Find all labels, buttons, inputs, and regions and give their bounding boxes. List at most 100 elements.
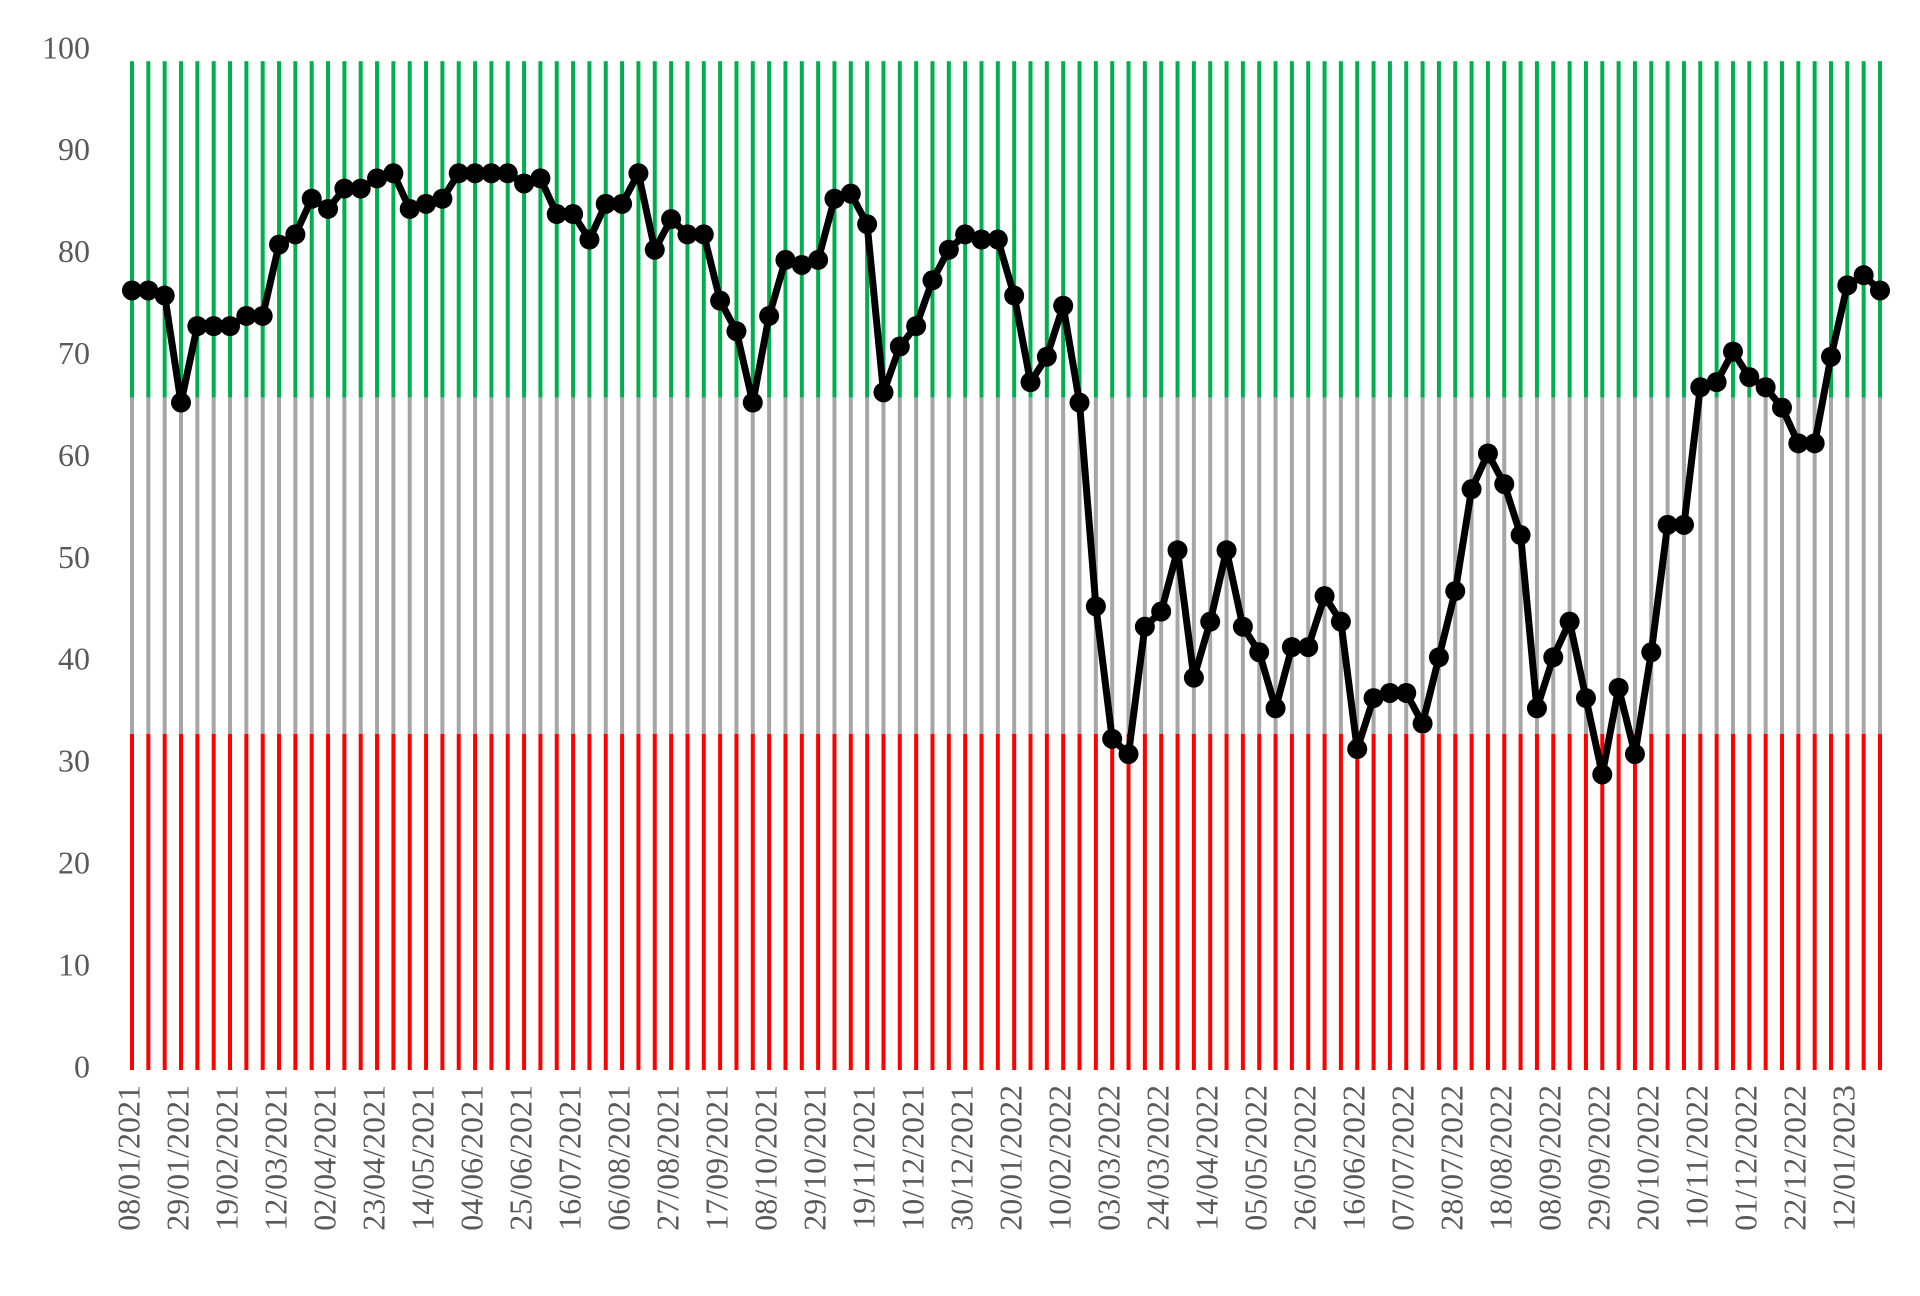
data-point bbox=[203, 316, 224, 337]
band-stripe bbox=[1306, 397, 1311, 734]
x-tick-label: 05/05/2022 bbox=[1238, 1085, 1274, 1231]
band-stripe bbox=[571, 733, 576, 1070]
band-stripe bbox=[1436, 397, 1441, 734]
y-tick-label: 70 bbox=[58, 335, 90, 371]
band-stripe bbox=[1355, 61, 1360, 398]
band-stripe bbox=[1861, 61, 1866, 398]
data-point bbox=[726, 321, 747, 342]
band-stripe bbox=[1175, 61, 1180, 398]
band-stripe bbox=[571, 61, 576, 398]
band-stripe bbox=[1681, 733, 1686, 1070]
band-stripe bbox=[375, 61, 380, 398]
data-point bbox=[1837, 275, 1858, 296]
band-stripe bbox=[1142, 397, 1147, 734]
band-stripe bbox=[1878, 61, 1882, 398]
band-stripe bbox=[1191, 61, 1196, 398]
x-tick-label: 03/03/2022 bbox=[1091, 1085, 1127, 1231]
band-stripe bbox=[1747, 61, 1752, 398]
band-stripe bbox=[718, 733, 723, 1070]
band-stripe bbox=[1747, 733, 1752, 1070]
band-stripe bbox=[979, 397, 984, 734]
band-stripe bbox=[1012, 61, 1017, 398]
band-stripe bbox=[652, 61, 657, 398]
band-stripe bbox=[1289, 397, 1294, 734]
data-point bbox=[334, 178, 355, 199]
band-stripe bbox=[963, 733, 968, 1070]
data-point bbox=[742, 392, 763, 413]
x-tick-label: 16/07/2021 bbox=[551, 1085, 587, 1231]
x-tick-label: 23/04/2021 bbox=[355, 1085, 391, 1231]
band-stripe bbox=[1567, 397, 1572, 734]
band-stripe bbox=[440, 733, 445, 1070]
data-point bbox=[595, 193, 616, 214]
x-tick-label: 20/01/2022 bbox=[993, 1085, 1029, 1231]
band-stripe bbox=[1322, 397, 1327, 734]
band-stripe bbox=[522, 733, 527, 1070]
data-point bbox=[1347, 739, 1368, 760]
band-stripe bbox=[816, 61, 821, 398]
band-stripe bbox=[636, 733, 641, 1070]
band-stripe bbox=[1779, 397, 1784, 734]
band-stripe bbox=[326, 397, 331, 734]
band-stripe bbox=[1469, 61, 1474, 398]
data-point bbox=[1804, 433, 1825, 454]
data-point bbox=[1510, 525, 1531, 546]
data-point bbox=[1330, 611, 1351, 632]
band-stripe bbox=[1551, 397, 1556, 734]
x-tick-label: 10/11/2022 bbox=[1679, 1085, 1715, 1230]
band-stripe bbox=[832, 733, 837, 1070]
band-stripe bbox=[1371, 733, 1376, 1070]
band-stripe bbox=[1698, 733, 1703, 1070]
band-stripe bbox=[228, 397, 233, 734]
data-point bbox=[579, 229, 600, 250]
data-point bbox=[416, 193, 437, 214]
y-tick-label: 100 bbox=[42, 29, 90, 65]
x-tick-label: 16/06/2022 bbox=[1336, 1085, 1372, 1231]
band-stripe bbox=[897, 61, 902, 398]
band-stripe bbox=[1175, 733, 1180, 1070]
band-stripe bbox=[1730, 61, 1735, 398]
band-stripe bbox=[1044, 733, 1049, 1070]
data-point bbox=[938, 239, 959, 260]
x-tick-label: 12/01/2023 bbox=[1826, 1085, 1862, 1231]
data-point bbox=[399, 198, 420, 219]
band-stripe bbox=[1257, 61, 1262, 398]
band-stripe bbox=[1110, 397, 1115, 734]
x-tick-label: 28/07/2022 bbox=[1434, 1085, 1470, 1231]
band-stripe bbox=[407, 397, 412, 734]
band-stripe bbox=[1420, 61, 1425, 398]
band-stripe bbox=[1028, 733, 1033, 1070]
band-stripe bbox=[1616, 733, 1621, 1070]
band-stripe bbox=[130, 397, 134, 734]
x-tick-label: 08/09/2022 bbox=[1532, 1085, 1568, 1231]
band-stripe bbox=[1355, 733, 1360, 1070]
x-tick-label: 22/12/2022 bbox=[1777, 1085, 1813, 1231]
band-stripe bbox=[1812, 733, 1817, 1070]
band-stripe bbox=[1257, 397, 1262, 734]
band-stripe bbox=[1289, 733, 1294, 1070]
band-stripe bbox=[1273, 61, 1278, 398]
band-stripe bbox=[767, 397, 772, 734]
band-stripe bbox=[1502, 397, 1507, 734]
x-tick-label: 14/04/2022 bbox=[1189, 1085, 1225, 1231]
band-stripe bbox=[1387, 733, 1392, 1070]
band-stripe bbox=[195, 61, 200, 398]
band-stripe bbox=[440, 61, 445, 398]
band-stripe bbox=[146, 733, 151, 1070]
band-stripe bbox=[1273, 397, 1278, 734]
data-point bbox=[1722, 341, 1743, 362]
data-point bbox=[1004, 285, 1025, 306]
band-stripe bbox=[1093, 733, 1098, 1070]
band-stripe bbox=[407, 61, 412, 398]
band-stripe bbox=[587, 733, 592, 1070]
band-stripe bbox=[1469, 733, 1474, 1070]
band-stripe bbox=[391, 397, 396, 734]
band-stripe bbox=[865, 397, 870, 734]
data-point bbox=[922, 270, 943, 291]
band-stripe bbox=[309, 61, 314, 398]
band-stripe bbox=[489, 733, 494, 1070]
band-stripe bbox=[1436, 733, 1441, 1070]
band-stripe bbox=[1453, 61, 1458, 398]
data-point bbox=[1314, 586, 1335, 607]
